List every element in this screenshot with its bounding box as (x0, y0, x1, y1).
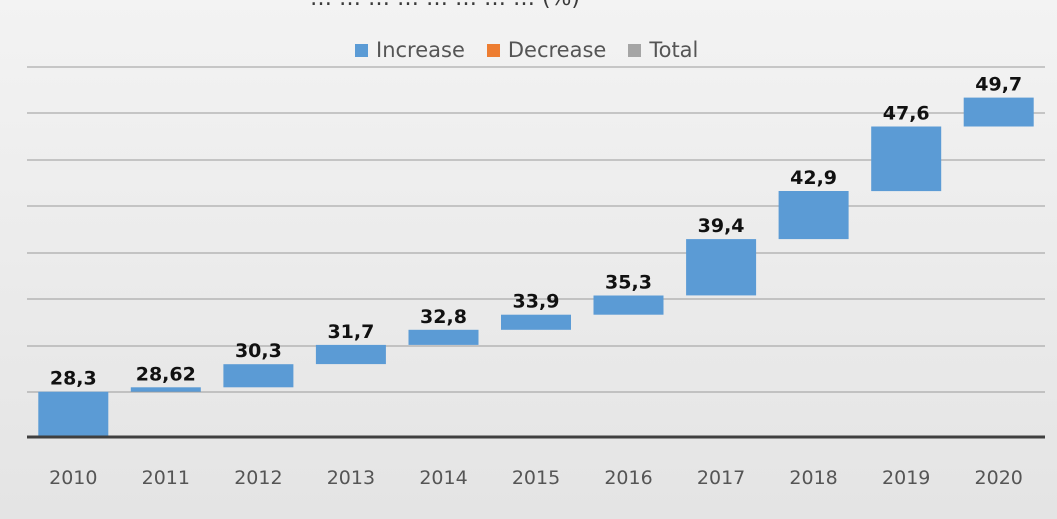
bar-2019 (871, 126, 942, 192)
x-tick-label-2017: 2017 (697, 467, 745, 489)
x-tick-label-2020: 2020 (975, 467, 1023, 489)
data-label-2016: 35,3 (605, 272, 652, 294)
bar-2020 (963, 97, 1034, 127)
x-tick-label-2014: 2014 (419, 467, 467, 489)
bar-2010 (38, 391, 109, 437)
data-label-2015: 33,9 (513, 291, 560, 313)
legend-swatch-decrease (486, 43, 500, 57)
x-tick-label-2013: 2013 (327, 467, 375, 489)
x-tick-label-2012: 2012 (234, 467, 282, 489)
data-labels: 28,3 28,62 30,3 31,7 32,8 33,9 35,3 39,4 42,9 47,… (50, 74, 1022, 390)
x-tick-label-2016: 2016 (604, 467, 652, 489)
x-tick-label-2019: 2019 (882, 467, 930, 489)
legend: Increase Decrease Total (355, 37, 698, 63)
data-label-2013: 31,7 (327, 321, 374, 343)
bar-2018 (778, 191, 849, 240)
legend-label-increase: Increase (376, 38, 465, 62)
chart-title: … … … … … … … … (%) (310, 0, 580, 11)
bar-2013 (315, 344, 386, 365)
legend-item-total: Total (628, 38, 698, 62)
bar-2011 (130, 387, 201, 392)
x-tick-label-2018: 2018 (789, 467, 837, 489)
legend-item-increase: Increase (355, 38, 465, 62)
bars (38, 97, 1034, 437)
bar-2015 (501, 314, 571, 330)
x-tick-label-2011: 2011 (142, 467, 190, 489)
legend-item-decrease: Decrease (486, 38, 607, 62)
legend-label-total: Total (649, 38, 699, 62)
data-label-2019: 47,6 (883, 103, 930, 125)
legend-label-decrease: Decrease (507, 38, 607, 62)
legend-swatch-increase (355, 43, 368, 57)
x-tick-label-2010: 2010 (49, 467, 97, 489)
data-label-2010: 28,3 (50, 368, 97, 390)
bar-2016 (593, 295, 664, 315)
legend-swatch-total (628, 43, 642, 57)
data-label-2011: 28,62 (136, 363, 196, 385)
bar-2017 (686, 239, 757, 296)
gridlines (27, 66, 1045, 393)
x-tick-label-2015: 2015 (512, 467, 560, 489)
data-label-2014: 32,8 (420, 306, 467, 328)
data-label-2018: 42,9 (790, 167, 837, 189)
data-label-2020: 49,7 (975, 74, 1022, 96)
data-label-2017: 39,4 (698, 215, 745, 237)
x-axis: 2010 2011 2012 2013 2014 2015 2016 2017 2018 2019… (27, 435, 1045, 489)
bar-2012 (223, 364, 294, 388)
data-label-2012: 30,3 (235, 340, 282, 362)
bar-2014 (408, 329, 479, 345)
